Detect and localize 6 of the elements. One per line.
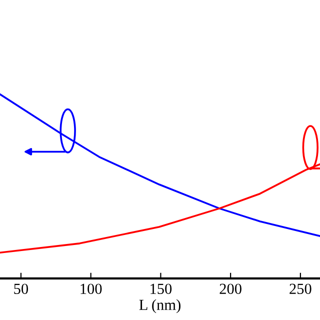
x-tick-label: 200 (220, 284, 242, 294)
x-tick-label: 50 (14, 284, 28, 294)
x-axis-title: L (nm) (139, 299, 180, 314)
x-tick-label: 100 (80, 284, 102, 294)
x-tick-label: 150 (150, 284, 172, 294)
x-tick-label: 250 (290, 284, 312, 294)
